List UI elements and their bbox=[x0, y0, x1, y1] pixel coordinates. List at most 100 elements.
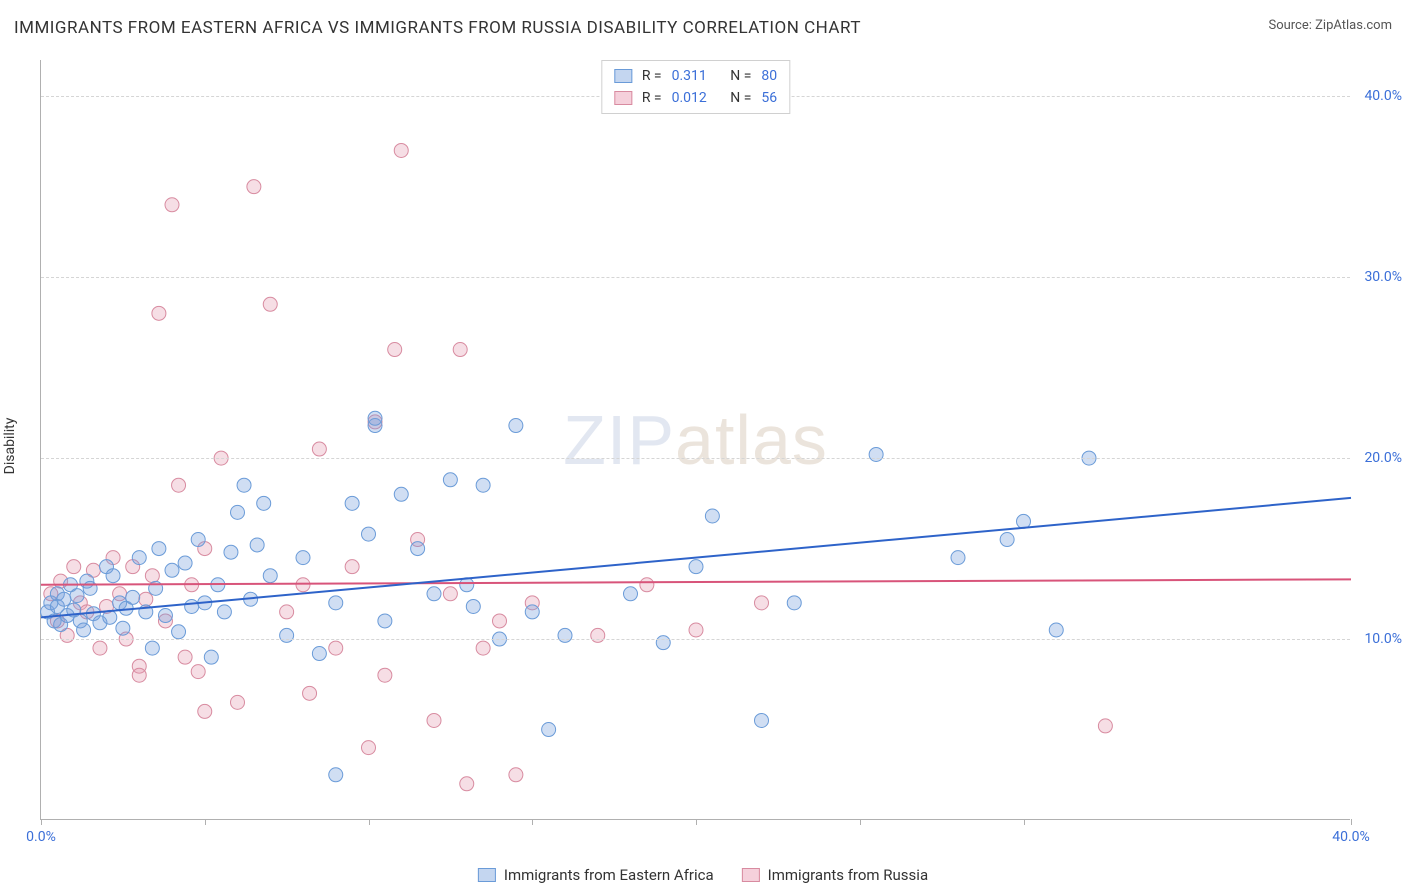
data-point-eastern_africa bbox=[656, 636, 670, 650]
data-point-eastern_africa bbox=[558, 628, 572, 642]
x-tick bbox=[696, 819, 697, 825]
data-point-russia bbox=[139, 592, 153, 606]
data-point-russia bbox=[362, 741, 376, 755]
data-point-eastern_africa bbox=[624, 587, 638, 601]
n-value-eastern-africa: 80 bbox=[761, 65, 777, 87]
scatter-plot bbox=[41, 60, 1350, 819]
y-tick-label: 30.0% bbox=[1354, 269, 1402, 285]
legend-row-eastern-africa: R = 0.311 N = 80 bbox=[614, 65, 777, 87]
plot-area: ZIPatlas R = 0.311 N = 80 R = 0.012 N = … bbox=[40, 60, 1350, 820]
data-point-eastern_africa bbox=[185, 599, 199, 613]
data-point-eastern_africa bbox=[869, 447, 883, 461]
y-tick-label: 40.0% bbox=[1354, 88, 1402, 104]
data-point-russia bbox=[378, 668, 392, 682]
data-point-eastern_africa bbox=[152, 542, 166, 556]
data-point-eastern_africa bbox=[368, 411, 382, 425]
swatch-russia bbox=[742, 868, 760, 882]
data-point-eastern_africa bbox=[329, 596, 343, 610]
data-point-eastern_africa bbox=[542, 723, 556, 737]
data-point-eastern_africa bbox=[427, 587, 441, 601]
x-tick bbox=[860, 819, 861, 825]
data-point-russia bbox=[172, 478, 186, 492]
data-point-russia bbox=[93, 641, 107, 655]
legend-item-eastern-africa: Immigrants from Eastern Africa bbox=[478, 866, 714, 884]
data-point-eastern_africa bbox=[250, 538, 264, 552]
data-point-russia bbox=[152, 306, 166, 320]
y-tick-label: 20.0% bbox=[1354, 450, 1402, 466]
x-tick bbox=[369, 819, 370, 825]
data-point-russia bbox=[476, 641, 490, 655]
data-point-eastern_africa bbox=[145, 641, 159, 655]
data-point-russia bbox=[67, 560, 81, 574]
correlation-legend: R = 0.311 N = 80 R = 0.012 N = 56 bbox=[601, 60, 790, 114]
x-tick bbox=[1351, 819, 1352, 825]
data-point-russia bbox=[460, 777, 474, 791]
data-point-russia bbox=[303, 686, 317, 700]
data-point-russia bbox=[388, 343, 402, 357]
x-tick-label: 40.0% bbox=[1332, 829, 1370, 845]
data-point-russia bbox=[591, 628, 605, 642]
data-point-eastern_africa bbox=[132, 551, 146, 565]
data-point-eastern_africa bbox=[951, 551, 965, 565]
data-point-russia bbox=[755, 596, 769, 610]
data-point-eastern_africa bbox=[77, 623, 91, 637]
data-point-russia bbox=[509, 768, 523, 782]
legend-item-russia: Immigrants from Russia bbox=[742, 866, 928, 884]
data-point-eastern_africa bbox=[705, 509, 719, 523]
data-point-eastern_africa bbox=[689, 560, 703, 574]
data-point-eastern_africa bbox=[83, 581, 97, 595]
r-label: R = bbox=[642, 87, 662, 109]
data-point-eastern_africa bbox=[755, 713, 769, 727]
data-point-russia bbox=[345, 560, 359, 574]
data-point-russia bbox=[296, 578, 310, 592]
data-point-eastern_africa bbox=[476, 478, 490, 492]
swatch-russia bbox=[614, 91, 632, 105]
data-point-eastern_africa bbox=[106, 569, 120, 583]
data-point-eastern_africa bbox=[329, 768, 343, 782]
data-point-eastern_africa bbox=[411, 542, 425, 556]
series-label: Immigrants from Eastern Africa bbox=[504, 866, 714, 884]
data-point-russia bbox=[312, 442, 326, 456]
data-point-eastern_africa bbox=[312, 647, 326, 661]
data-point-russia bbox=[178, 650, 192, 664]
series-legend: Immigrants from Eastern Africa Immigrant… bbox=[478, 866, 928, 884]
legend-row-russia: R = 0.012 N = 56 bbox=[614, 87, 777, 109]
source-label: Source: ZipAtlas.com bbox=[1268, 18, 1392, 33]
data-point-russia bbox=[165, 198, 179, 212]
data-point-eastern_africa bbox=[362, 527, 376, 541]
data-point-eastern_africa bbox=[231, 505, 245, 519]
y-tick-label: 10.0% bbox=[1354, 631, 1402, 647]
data-point-russia bbox=[247, 180, 261, 194]
data-point-russia bbox=[493, 614, 507, 628]
data-point-eastern_africa bbox=[263, 569, 277, 583]
data-point-eastern_africa bbox=[443, 473, 457, 487]
data-point-eastern_africa bbox=[217, 605, 231, 619]
data-point-russia bbox=[1098, 719, 1112, 733]
data-point-eastern_africa bbox=[280, 628, 294, 642]
x-tick-label: 0.0% bbox=[26, 829, 56, 845]
data-point-eastern_africa bbox=[165, 563, 179, 577]
data-point-eastern_africa bbox=[1049, 623, 1063, 637]
r-value-eastern-africa: 0.311 bbox=[672, 65, 707, 87]
chart-title: IMMIGRANTS FROM EASTERN AFRICA VS IMMIGR… bbox=[14, 18, 861, 38]
data-point-eastern_africa bbox=[345, 496, 359, 510]
data-point-eastern_africa bbox=[57, 592, 71, 606]
data-point-eastern_africa bbox=[70, 589, 84, 603]
data-point-eastern_africa bbox=[237, 478, 251, 492]
x-tick bbox=[1024, 819, 1025, 825]
data-point-eastern_africa bbox=[191, 533, 205, 547]
data-point-eastern_africa bbox=[787, 596, 801, 610]
data-point-eastern_africa bbox=[394, 487, 408, 501]
data-point-eastern_africa bbox=[509, 419, 523, 433]
n-label: N = bbox=[730, 65, 751, 87]
data-point-eastern_africa bbox=[296, 551, 310, 565]
data-point-eastern_africa bbox=[126, 590, 140, 604]
x-tick bbox=[532, 819, 533, 825]
data-point-russia bbox=[394, 143, 408, 157]
data-point-russia bbox=[453, 343, 467, 357]
data-point-eastern_africa bbox=[224, 545, 238, 559]
data-point-russia bbox=[132, 668, 146, 682]
r-value-russia: 0.012 bbox=[672, 87, 707, 109]
data-point-eastern_africa bbox=[466, 599, 480, 613]
data-point-russia bbox=[689, 623, 703, 637]
